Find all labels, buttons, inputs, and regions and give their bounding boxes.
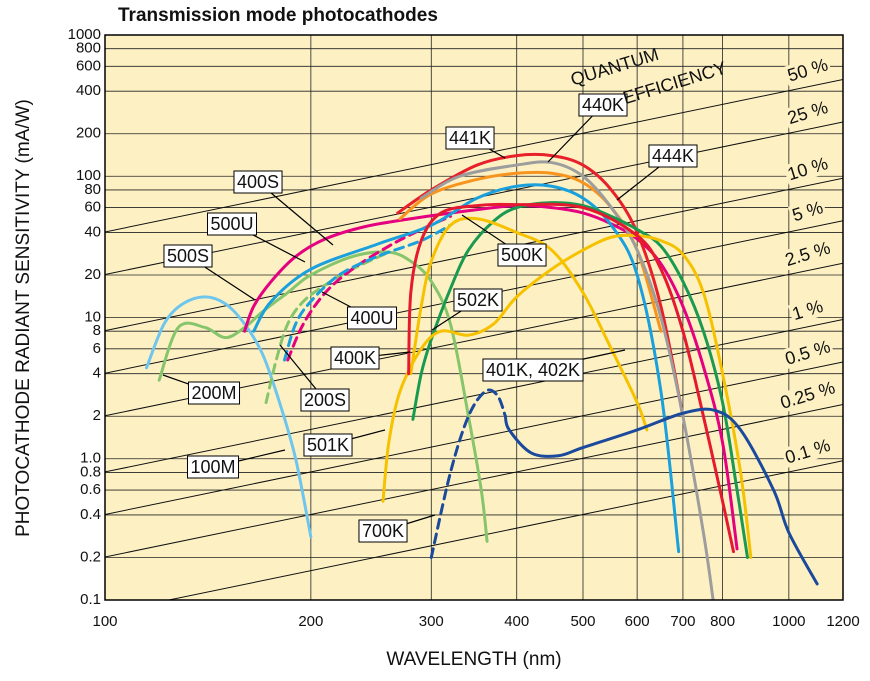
series-label-box — [648, 144, 698, 168]
x-tick-label: 1000 — [772, 613, 805, 630]
series-label: 502K — [457, 290, 499, 310]
series-label: 100M — [190, 457, 235, 477]
series-label: 401K, 402K — [486, 360, 580, 380]
y-tick-label: 40 — [84, 223, 101, 240]
qe-label-bg — [775, 376, 840, 414]
x-tick-label: 600 — [625, 613, 650, 630]
series-label-box — [186, 455, 240, 479]
chart-title: Transmission mode photocathodes — [118, 5, 438, 26]
y-tick-label: 800 — [76, 40, 101, 57]
x-tick-label: 400 — [504, 613, 529, 630]
series-label: 200S — [304, 390, 346, 410]
series-label-box — [482, 358, 584, 382]
curve — [157, 250, 489, 543]
qe-label-bg — [780, 236, 835, 271]
curve — [396, 152, 685, 418]
y-tick-label: 80 — [84, 181, 101, 198]
curve — [286, 214, 452, 362]
series-label-box — [303, 433, 353, 457]
curve — [381, 233, 753, 559]
y-tick-label: 8 — [93, 322, 101, 339]
curve — [282, 223, 452, 362]
y-tick-label: 4 — [93, 365, 101, 382]
y-tick-label: 0.8 — [80, 463, 101, 480]
series-label-box — [346, 306, 398, 330]
y-tick-label: 60 — [84, 199, 101, 216]
series-label: 440K — [582, 95, 624, 115]
y-tick-label: 0.4 — [80, 506, 101, 523]
series-label-box — [233, 170, 283, 194]
qe-label-bg — [780, 434, 835, 469]
curve — [252, 183, 681, 554]
x-tick-label: 700 — [670, 613, 695, 630]
series-label-box — [330, 346, 380, 370]
series-label-box — [206, 212, 258, 236]
series-label: 400K — [334, 348, 376, 368]
series-label: 700K — [362, 521, 404, 541]
curve — [145, 295, 313, 539]
qe-label-bg — [787, 196, 828, 226]
curve — [407, 202, 736, 554]
y-tick-label: 0.2 — [80, 548, 101, 565]
labels: 100M 200M 200S 500S 400S 500U 400U 441K 440K 444K… — [162, 93, 698, 543]
x-tick-label: 800 — [710, 613, 735, 630]
x-tick-label: 300 — [419, 613, 444, 630]
y-tick-label: 2 — [93, 407, 101, 424]
series-label-box — [300, 388, 350, 412]
qe-label-bg — [783, 53, 833, 87]
curve — [411, 201, 749, 559]
curve — [429, 388, 507, 559]
y-tick-label: 10 — [84, 308, 101, 325]
series-label-box — [578, 93, 628, 117]
series-label: 400U — [350, 308, 393, 328]
series-label: 500S — [167, 246, 209, 266]
y-tick-label: 20 — [84, 266, 101, 283]
series-label: 444K — [652, 146, 694, 166]
series-label-box — [445, 126, 495, 150]
x-tick-label: 500 — [570, 613, 595, 630]
curve — [409, 216, 649, 432]
y-axis-label: PHOTOCATHODE RADIANT SENSITIVITY (mA/W) — [13, 99, 34, 537]
y-tick-label: 6 — [93, 340, 101, 357]
qe-label-bg — [783, 152, 833, 185]
x-tick-label: 100 — [92, 613, 117, 630]
series-label-box — [163, 244, 213, 268]
series-label-box — [497, 243, 547, 267]
y-tick-label: 400 — [76, 82, 101, 99]
qe-label-bg — [787, 295, 828, 325]
series-label: 441K — [449, 128, 491, 148]
y-tick-label: 200 — [76, 125, 101, 142]
x-tick-label: 200 — [298, 613, 323, 630]
series-label-box — [187, 381, 241, 405]
series-label: 400S — [237, 172, 279, 192]
x-axis-label: WAVELENGTH (nm) — [386, 649, 561, 670]
series-label-box — [453, 288, 503, 312]
plot-frame — [104, 34, 844, 601]
curves — [145, 152, 819, 600]
series-label: 501K — [307, 435, 349, 455]
qe-label-bg — [780, 335, 835, 370]
qe-label-bg — [783, 96, 833, 129]
y-tick-label: 1000 — [68, 26, 101, 43]
qe-line — [105, 79, 843, 233]
y-tick-label: 600 — [76, 57, 101, 74]
y-tick-label: 0.6 — [80, 481, 101, 498]
y-tick-label: 1.0 — [80, 450, 101, 467]
qe-line — [105, 319, 843, 473]
series-label-box — [358, 519, 408, 543]
series-label: 500K — [501, 245, 543, 265]
x-tick-label: 1200 — [826, 613, 859, 630]
series-label: 200M — [191, 383, 236, 403]
series-label: 500U — [210, 214, 253, 234]
y-tick-label: 0.1 — [80, 591, 101, 608]
curve — [503, 407, 819, 586]
y-tick-label: 100 — [76, 167, 101, 184]
